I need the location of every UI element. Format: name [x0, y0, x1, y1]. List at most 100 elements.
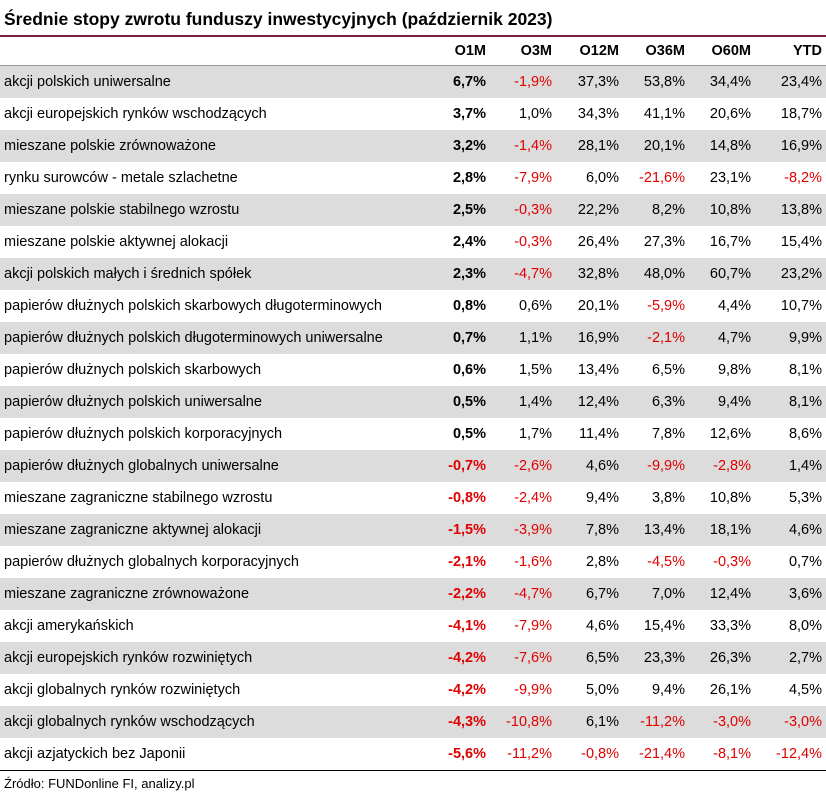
- fund-type-cell: mieszane polskie stabilnego wzrostu: [0, 194, 424, 226]
- value-cell-o36m: 6,5%: [623, 354, 689, 386]
- value-cell-ytd: 1,4%: [755, 450, 826, 482]
- value-cell-o36m: 48,0%: [623, 258, 689, 290]
- value-cell-o36m: -5,9%: [623, 290, 689, 322]
- table-row: mieszane polskie zrównoważone 3,2% -1,4% 28…: [0, 130, 826, 162]
- value-cell-o3m: -7,9%: [490, 610, 556, 642]
- value-cell-ytd: 13,8%: [755, 194, 826, 226]
- value-cell-ytd: 18,7%: [755, 98, 826, 130]
- value-cell-o3m: 1,7%: [490, 418, 556, 450]
- table-row: mieszane zagraniczne stabilnego wzrostu -…: [0, 482, 826, 514]
- value-cell-o36m: 27,3%: [623, 226, 689, 258]
- table-row: mieszane zagraniczne zrównoważone -2,2% -4…: [0, 578, 826, 610]
- title-divider: [0, 35, 826, 37]
- fund-type-cell: akcji polskich uniwersalne: [0, 65, 424, 98]
- table-row: akcji polskich uniwersalne 6,7% -1,9% 37,3%…: [0, 65, 826, 98]
- value-cell-o60m: -3,0%: [689, 706, 755, 738]
- table-row: akcji polskich małych i średnich spółek 2…: [0, 258, 826, 290]
- table-row: akcji amerykańskich -4,1% -7,9% 4,6% 15,4% 33…: [0, 610, 826, 642]
- value-cell-o12m: 4,6%: [556, 610, 623, 642]
- value-cell-o60m: 12,4%: [689, 578, 755, 610]
- value-cell-o36m: 8,2%: [623, 194, 689, 226]
- value-cell-o60m: 34,4%: [689, 65, 755, 98]
- value-cell-o3m: -10,8%: [490, 706, 556, 738]
- table-row: papierów dłużnych polskich skarbowych dł…: [0, 290, 826, 322]
- value-cell-o12m: 32,8%: [556, 258, 623, 290]
- fund-type-cell: mieszane polskie zrównoważone: [0, 130, 424, 162]
- value-cell-o60m: 9,4%: [689, 386, 755, 418]
- value-cell-ytd: -3,0%: [755, 706, 826, 738]
- value-cell-o1m: 2,5%: [424, 194, 490, 226]
- value-cell-o60m: 4,4%: [689, 290, 755, 322]
- value-cell-o12m: 26,4%: [556, 226, 623, 258]
- value-cell-ytd: 15,4%: [755, 226, 826, 258]
- value-cell-o1m: -4,2%: [424, 674, 490, 706]
- value-cell-o60m: 33,3%: [689, 610, 755, 642]
- value-cell-o3m: -4,7%: [490, 258, 556, 290]
- value-cell-o36m: 41,1%: [623, 98, 689, 130]
- column-header-o12m: O12M: [556, 37, 623, 66]
- value-cell-o60m: 18,1%: [689, 514, 755, 546]
- table-row: akcji azjatyckich bez Japonii -5,6% -11,2%…: [0, 738, 826, 771]
- fund-type-cell: mieszane polskie aktywnej alokacji: [0, 226, 424, 258]
- table-row: papierów dłużnych polskich korporacyjnyc…: [0, 418, 826, 450]
- fund-type-cell: papierów dłużnych polskich skarbowych: [0, 354, 424, 386]
- value-cell-o12m: 6,7%: [556, 578, 623, 610]
- value-cell-o36m: 53,8%: [623, 65, 689, 98]
- column-header-o36m: O36M: [623, 37, 689, 66]
- value-cell-o60m: 26,3%: [689, 642, 755, 674]
- value-cell-o3m: -4,7%: [490, 578, 556, 610]
- value-cell-o1m: 3,7%: [424, 98, 490, 130]
- value-cell-o1m: -0,8%: [424, 482, 490, 514]
- fund-type-cell: mieszane zagraniczne zrównoważone: [0, 578, 424, 610]
- value-cell-o60m: 16,7%: [689, 226, 755, 258]
- fund-type-cell: papierów dłużnych polskich korporacyjnyc…: [0, 418, 424, 450]
- value-cell-o1m: 0,5%: [424, 386, 490, 418]
- value-cell-o1m: -0,7%: [424, 450, 490, 482]
- value-cell-o3m: 1,1%: [490, 322, 556, 354]
- value-cell-o60m: -8,1%: [689, 738, 755, 771]
- value-cell-o36m: -11,2%: [623, 706, 689, 738]
- value-cell-o60m: 26,1%: [689, 674, 755, 706]
- value-cell-o60m: 12,6%: [689, 418, 755, 450]
- column-header-o60m: O60M: [689, 37, 755, 66]
- value-cell-ytd: 8,1%: [755, 386, 826, 418]
- table-row: papierów dłużnych polskich skarbowych 0,6…: [0, 354, 826, 386]
- fund-type-cell: akcji globalnych rynków wschodzących: [0, 706, 424, 738]
- value-cell-o36m: 15,4%: [623, 610, 689, 642]
- value-cell-o60m: 4,7%: [689, 322, 755, 354]
- value-cell-o36m: 13,4%: [623, 514, 689, 546]
- value-cell-ytd: 23,4%: [755, 65, 826, 98]
- value-cell-o36m: 3,8%: [623, 482, 689, 514]
- value-cell-o1m: 2,3%: [424, 258, 490, 290]
- table-row: akcji globalnych rynków wschodzących -4,3…: [0, 706, 826, 738]
- fund-type-cell: rynku surowców - metale szlachetne: [0, 162, 424, 194]
- value-cell-o36m: 20,1%: [623, 130, 689, 162]
- value-cell-o1m: 2,4%: [424, 226, 490, 258]
- value-cell-o3m: -3,9%: [490, 514, 556, 546]
- fund-type-cell: akcji polskich małych i średnich spółek: [0, 258, 424, 290]
- value-cell-o36m: -21,6%: [623, 162, 689, 194]
- fund-type-cell: akcji europejskich rynków rozwiniętych: [0, 642, 424, 674]
- value-cell-o12m: 16,9%: [556, 322, 623, 354]
- table-row: mieszane polskie stabilnego wzrostu 2,5% -…: [0, 194, 826, 226]
- value-cell-o1m: -2,1%: [424, 546, 490, 578]
- value-cell-o12m: 7,8%: [556, 514, 623, 546]
- table-row: papierów dłużnych polskich uniwersalne 0,…: [0, 386, 826, 418]
- table-row: papierów dłużnych polskich długoterminow…: [0, 322, 826, 354]
- fund-type-cell: papierów dłużnych polskich skarbowych dł…: [0, 290, 424, 322]
- value-cell-o1m: 0,7%: [424, 322, 490, 354]
- column-header-o1m: O1M: [424, 37, 490, 66]
- value-cell-o36m: -21,4%: [623, 738, 689, 771]
- value-cell-ytd: 9,9%: [755, 322, 826, 354]
- value-cell-o36m: -4,5%: [623, 546, 689, 578]
- value-cell-o3m: -11,2%: [490, 738, 556, 771]
- value-cell-o3m: 1,4%: [490, 386, 556, 418]
- column-header-fund-type: [0, 37, 424, 66]
- value-cell-o36m: 7,8%: [623, 418, 689, 450]
- value-cell-o1m: -4,1%: [424, 610, 490, 642]
- column-header-ytd: YTD: [755, 37, 826, 66]
- value-cell-o12m: 20,1%: [556, 290, 623, 322]
- value-cell-o1m: 3,2%: [424, 130, 490, 162]
- fund-type-cell: akcji azjatyckich bez Japonii: [0, 738, 424, 771]
- value-cell-o3m: 1,5%: [490, 354, 556, 386]
